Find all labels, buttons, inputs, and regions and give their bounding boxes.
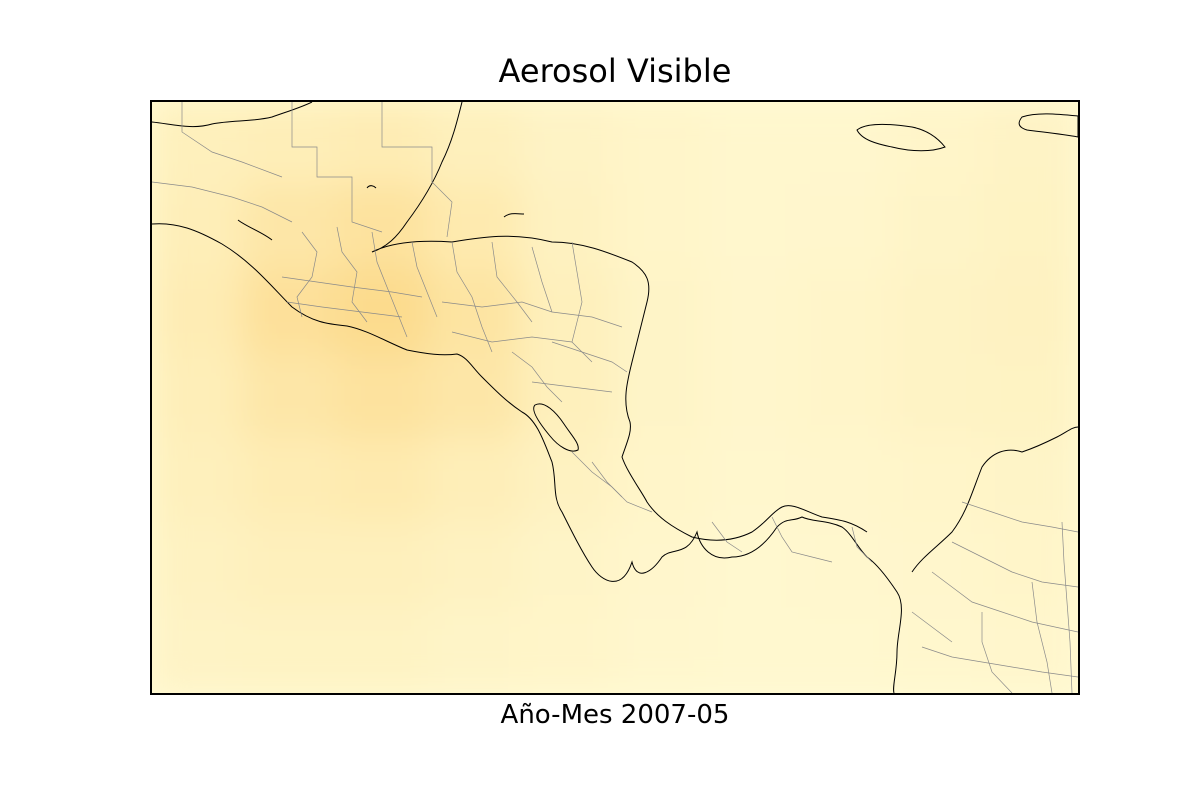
heat-cell bbox=[613, 606, 710, 693]
heat-cell bbox=[520, 184, 617, 273]
heat-cell bbox=[798, 102, 895, 189]
heat-cell bbox=[335, 184, 432, 273]
heat-cell bbox=[705, 437, 803, 527]
heat-cell bbox=[427, 353, 525, 442]
heat-cell bbox=[798, 353, 895, 442]
heat-cell bbox=[613, 437, 710, 527]
lake-island bbox=[237, 219, 273, 241]
heat-cell bbox=[152, 102, 247, 189]
heat-cell bbox=[427, 102, 525, 189]
heat-cell bbox=[152, 437, 247, 527]
heat-cell bbox=[798, 437, 895, 527]
heat-cell bbox=[152, 268, 247, 358]
caribbean-coastline bbox=[371, 102, 868, 541]
heat-cell bbox=[242, 102, 340, 189]
heat-cell bbox=[798, 184, 895, 273]
heat-cell bbox=[890, 437, 988, 527]
heat-cell bbox=[152, 522, 247, 611]
heat-cell bbox=[335, 268, 432, 358]
heat-cell bbox=[427, 522, 525, 611]
heat-cell bbox=[798, 522, 895, 611]
heat-cell bbox=[890, 353, 988, 442]
x-axis-label: Año-Mes 2007-05 bbox=[500, 700, 730, 730]
heat-cell bbox=[427, 268, 525, 358]
lake-nicaragua bbox=[533, 403, 579, 452]
heat-cell bbox=[983, 606, 1078, 693]
heat-cell bbox=[890, 268, 988, 358]
heat-cell bbox=[890, 184, 988, 273]
heat-cell bbox=[705, 522, 803, 611]
cozumel-island bbox=[366, 185, 377, 189]
heat-cell bbox=[520, 606, 617, 693]
heat-cell bbox=[520, 353, 617, 442]
heat-cell bbox=[983, 437, 1078, 527]
heat-cell bbox=[983, 184, 1078, 273]
heat-cell bbox=[705, 184, 803, 273]
bay-island bbox=[503, 213, 525, 218]
heat-cell bbox=[242, 522, 340, 611]
heat-cell bbox=[705, 353, 803, 442]
heat-cell bbox=[242, 437, 340, 527]
heat-cell bbox=[705, 102, 803, 189]
heat-cell bbox=[520, 268, 617, 358]
heat-cell bbox=[520, 522, 617, 611]
heat-cell bbox=[335, 437, 432, 527]
heat-cell bbox=[798, 268, 895, 358]
jamaica-island bbox=[856, 123, 946, 152]
heat-cell bbox=[427, 184, 525, 273]
heat-cell bbox=[427, 437, 525, 527]
heat-cell bbox=[520, 437, 617, 527]
heat-cell bbox=[705, 268, 803, 358]
heat-cell bbox=[983, 353, 1078, 442]
heat-cell bbox=[242, 353, 340, 442]
heat-cell bbox=[152, 184, 247, 273]
heat-cell bbox=[705, 606, 803, 693]
heat-cell bbox=[890, 606, 988, 693]
heat-cell bbox=[983, 102, 1078, 189]
colombia-coastline bbox=[911, 426, 1078, 573]
heat-cell bbox=[890, 522, 988, 611]
heat-cell bbox=[983, 268, 1078, 358]
heat-cell bbox=[242, 268, 340, 358]
map-frame bbox=[150, 100, 1080, 695]
hispaniola-island bbox=[1018, 113, 1078, 138]
heat-cell bbox=[242, 184, 340, 273]
heat-cell bbox=[613, 184, 710, 273]
heat-cell bbox=[983, 522, 1078, 611]
heat-cell bbox=[890, 102, 988, 189]
aerosol-heat-layer bbox=[152, 102, 1078, 693]
aerosol-map bbox=[152, 102, 1078, 693]
heat-cell bbox=[335, 353, 432, 442]
heat-cell bbox=[242, 606, 340, 693]
heat-cell bbox=[798, 606, 895, 693]
heat-cell bbox=[335, 102, 432, 189]
admin-borders bbox=[152, 102, 1078, 693]
heat-cell bbox=[613, 353, 710, 442]
heat-cell bbox=[520, 102, 617, 189]
heat-cell bbox=[335, 522, 432, 611]
heat-cell bbox=[613, 268, 710, 358]
heat-cell bbox=[427, 606, 525, 693]
heat-cell bbox=[613, 102, 710, 189]
pacific-coastline bbox=[152, 223, 902, 693]
heat-cell bbox=[152, 353, 247, 442]
map-title: Aerosol Visible bbox=[498, 52, 732, 90]
heat-cell bbox=[335, 606, 432, 693]
heat-cell bbox=[152, 606, 247, 693]
